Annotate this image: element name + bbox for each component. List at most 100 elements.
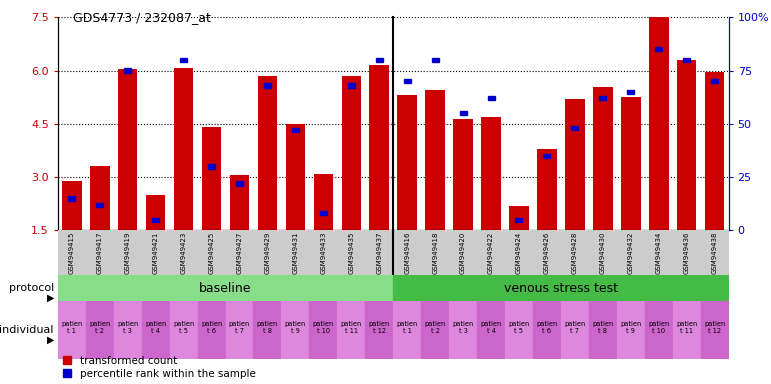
Text: ▶: ▶ <box>46 293 54 303</box>
Text: patien
t 11: patien t 11 <box>341 321 362 334</box>
Text: GSM949426: GSM949426 <box>544 231 550 274</box>
Bar <box>114 301 142 359</box>
Bar <box>285 124 305 230</box>
Text: protocol: protocol <box>8 283 54 293</box>
Bar <box>477 301 505 359</box>
Bar <box>645 301 672 359</box>
Bar <box>58 275 393 301</box>
Text: GSM949429: GSM949429 <box>264 231 271 274</box>
Bar <box>369 65 389 230</box>
Text: patien
t 11: patien t 11 <box>676 321 697 334</box>
Bar <box>348 83 355 88</box>
Text: patien
t 5: patien t 5 <box>508 321 530 334</box>
Bar <box>393 230 421 275</box>
Text: GSM949436: GSM949436 <box>684 231 690 274</box>
Bar <box>292 128 299 132</box>
Bar <box>516 218 523 222</box>
Bar <box>142 301 170 359</box>
Text: GSM949417: GSM949417 <box>96 231 103 274</box>
Bar <box>281 301 309 359</box>
Bar <box>432 58 439 62</box>
Bar <box>533 301 561 359</box>
Bar <box>258 76 278 230</box>
Bar <box>152 218 159 222</box>
Text: GSM949437: GSM949437 <box>376 231 382 274</box>
Bar <box>565 99 584 230</box>
Bar <box>114 230 142 275</box>
Bar <box>146 195 166 230</box>
Text: GSM949430: GSM949430 <box>600 231 606 274</box>
Bar <box>118 69 137 230</box>
Bar <box>337 301 365 359</box>
Bar <box>645 230 672 275</box>
Text: GSM949415: GSM949415 <box>69 231 75 274</box>
Bar <box>393 301 421 359</box>
Text: GSM949425: GSM949425 <box>208 231 214 274</box>
Bar <box>589 230 617 275</box>
Text: GDS4773 / 232087_at: GDS4773 / 232087_at <box>73 12 211 25</box>
Text: patien
t 5: patien t 5 <box>173 321 194 334</box>
Text: GSM949419: GSM949419 <box>125 231 131 274</box>
Text: patien
t 2: patien t 2 <box>89 321 110 334</box>
Bar <box>672 301 701 359</box>
Bar <box>672 230 701 275</box>
Bar <box>460 111 466 115</box>
Bar <box>621 97 641 230</box>
Bar <box>599 96 606 100</box>
Bar <box>397 96 417 230</box>
Bar <box>309 230 338 275</box>
Bar <box>142 230 170 275</box>
Bar <box>571 126 578 130</box>
Text: patien
t 9: patien t 9 <box>620 321 641 334</box>
Bar <box>426 90 445 230</box>
Text: GSM949438: GSM949438 <box>712 231 718 274</box>
Text: patien
t 3: patien t 3 <box>453 321 473 334</box>
Text: GSM949424: GSM949424 <box>516 231 522 274</box>
Bar <box>342 76 361 230</box>
Bar <box>197 230 225 275</box>
Bar <box>561 301 589 359</box>
Bar <box>225 301 254 359</box>
Bar <box>544 154 550 158</box>
Bar <box>711 79 718 83</box>
Text: GSM949422: GSM949422 <box>488 231 494 274</box>
Text: patien
t 10: patien t 10 <box>313 321 334 334</box>
Bar <box>701 230 729 275</box>
Bar <box>683 58 690 62</box>
Bar <box>90 167 109 230</box>
Bar <box>477 230 505 275</box>
Text: ▶: ▶ <box>46 335 54 345</box>
Text: baseline: baseline <box>199 281 252 295</box>
Bar <box>281 230 309 275</box>
Text: patien
t 1: patien t 1 <box>61 321 82 334</box>
Bar <box>487 96 494 100</box>
Text: patien
t 7: patien t 7 <box>229 321 250 334</box>
Bar <box>86 230 113 275</box>
Bar <box>230 175 249 230</box>
Bar <box>202 127 221 230</box>
Bar <box>561 230 589 275</box>
Text: GSM949423: GSM949423 <box>180 231 187 274</box>
Text: patien
t 12: patien t 12 <box>369 321 390 334</box>
Bar <box>449 301 477 359</box>
Text: patien
t 8: patien t 8 <box>257 321 278 334</box>
Text: GSM949420: GSM949420 <box>460 231 466 274</box>
Bar <box>449 230 477 275</box>
Bar <box>375 58 382 62</box>
Bar <box>537 149 557 230</box>
Bar <box>481 117 501 230</box>
Text: patien
t 10: patien t 10 <box>648 321 669 334</box>
Text: GSM949434: GSM949434 <box>655 231 662 274</box>
Text: venous stress test: venous stress test <box>504 281 618 295</box>
Bar <box>320 211 327 215</box>
Bar <box>705 72 725 230</box>
Text: GSM949431: GSM949431 <box>292 231 298 274</box>
Text: patien
t 4: patien t 4 <box>145 321 167 334</box>
Text: patien
t 12: patien t 12 <box>704 321 726 334</box>
Text: GSM949428: GSM949428 <box>572 231 578 274</box>
Bar <box>365 230 393 275</box>
Bar <box>197 301 225 359</box>
Legend: transformed count, percentile rank within the sample: transformed count, percentile rank withi… <box>63 356 255 379</box>
Text: patien
t 6: patien t 6 <box>537 321 557 334</box>
Bar <box>533 230 561 275</box>
